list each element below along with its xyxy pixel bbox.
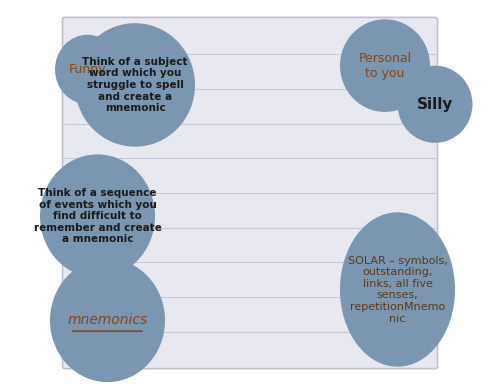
Text: Think of a sequence
of events which you
find difficult to
remember and create
a : Think of a sequence of events which you … (34, 188, 162, 244)
FancyBboxPatch shape (62, 17, 438, 369)
Ellipse shape (55, 35, 120, 104)
Text: Funny: Funny (69, 63, 106, 76)
Text: Personal
to you: Personal to you (358, 52, 412, 80)
Ellipse shape (340, 19, 430, 112)
Ellipse shape (75, 23, 195, 147)
Ellipse shape (50, 259, 165, 382)
Ellipse shape (398, 66, 472, 143)
Text: SOLAR – symbols,
outstanding,
links, all five
senses,
repetitionMnemo
nic: SOLAR – symbols, outstanding, links, all… (348, 256, 448, 323)
Ellipse shape (40, 154, 155, 278)
Text: Think of a subject
word which you
struggle to spell
and create a
mnemonic: Think of a subject word which you strugg… (82, 57, 188, 113)
Text: mnemonics: mnemonics (68, 313, 148, 327)
Ellipse shape (340, 212, 455, 367)
Text: Silly: Silly (417, 97, 453, 112)
